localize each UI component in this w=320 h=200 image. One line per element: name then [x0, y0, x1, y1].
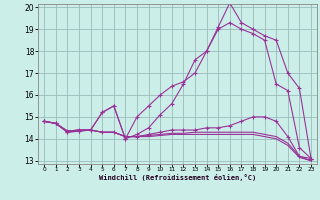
X-axis label: Windchill (Refroidissement éolien,°C): Windchill (Refroidissement éolien,°C)	[99, 174, 256, 181]
